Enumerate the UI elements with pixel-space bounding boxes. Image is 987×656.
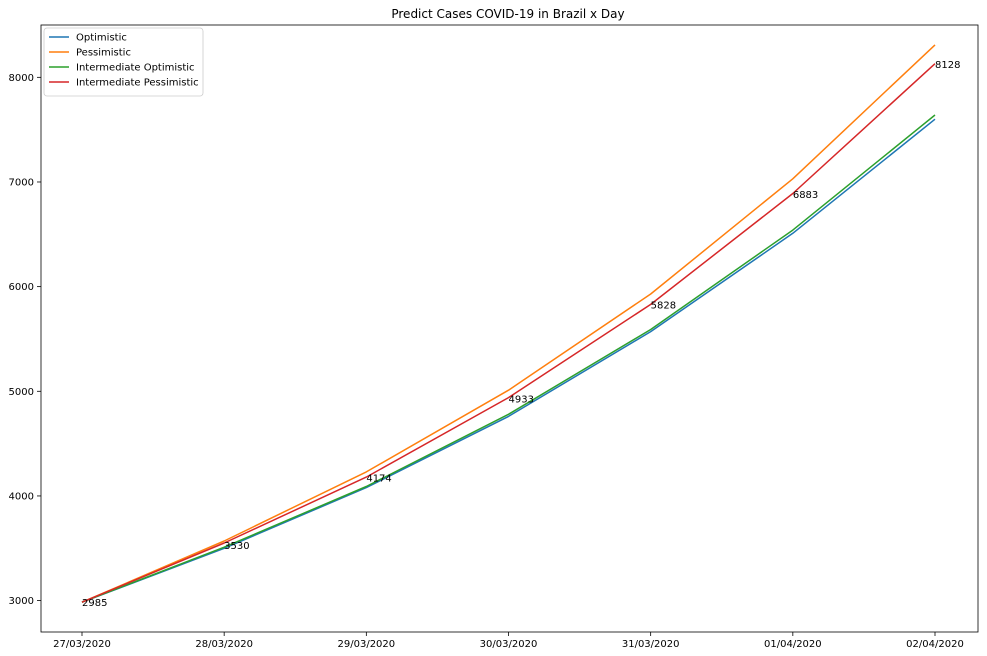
data-label: 3530: [224, 541, 249, 552]
y-tick-label: 5000: [9, 387, 34, 398]
data-label: 8128: [935, 60, 960, 71]
legend-entry: Optimistic: [76, 33, 127, 44]
x-tick-label: 27/03/2020: [53, 639, 111, 650]
x-tick-label: 01/04/2020: [764, 639, 822, 650]
y-tick-label: 8000: [9, 73, 34, 84]
y-tick-label: 7000: [9, 177, 34, 188]
y-tick-label: 6000: [9, 282, 34, 293]
data-label: 2985: [82, 598, 107, 609]
series-lines: [81, 44, 936, 603]
x-tick-label: 02/04/2020: [906, 639, 964, 650]
legend-entry: Intermediate Optimistic: [76, 63, 195, 74]
x-tick-label: 30/03/2020: [480, 639, 538, 650]
series-line: [81, 114, 936, 603]
legend-entry: Intermediate Pessimistic: [76, 78, 199, 89]
x-tick-label: 31/03/2020: [622, 639, 680, 650]
plot-frame: [40, 24, 979, 633]
legend-box: [43, 27, 204, 97]
series-line: [81, 44, 936, 603]
data-label: 6883: [793, 190, 818, 201]
series-line: [81, 118, 936, 603]
x-tick-label: 29/03/2020: [338, 639, 396, 650]
axes: 27/03/2020 28/03/2020 29/03/2020 30/03/2020…: [9, 73, 964, 650]
y-tick-label: 3000: [9, 596, 34, 607]
y-tick-label: 4000: [9, 491, 34, 502]
chart-title: Predict Cases COVID-19 in Brazil x Day: [391, 7, 624, 21]
x-tick-label: 28/03/2020: [195, 639, 253, 650]
plot-area: [40, 24, 979, 633]
data-label: 4174: [366, 474, 391, 485]
data-label: 4933: [509, 394, 534, 405]
legend-entry: Pessimistic: [76, 48, 131, 59]
data-labels: 2985 3530 4174 4933 5828 6883 8128: [82, 60, 960, 609]
series-line: [81, 63, 936, 603]
legend: Optimistic Pessimistic Intermediate Optimi…: [43, 27, 204, 97]
data-label: 5828: [651, 301, 676, 312]
